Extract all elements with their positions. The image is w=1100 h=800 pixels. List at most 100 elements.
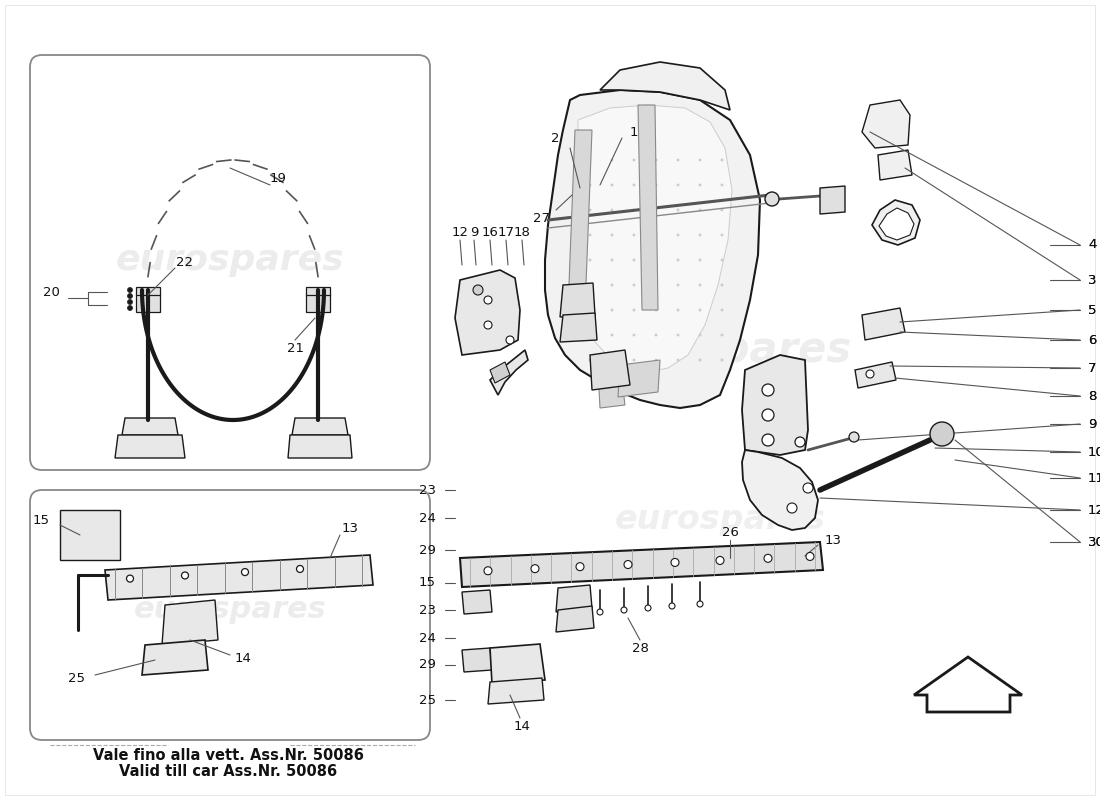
Text: 22: 22 [176, 255, 192, 269]
Text: 8: 8 [1088, 390, 1097, 402]
Polygon shape [638, 105, 658, 310]
Text: 5: 5 [1088, 303, 1097, 317]
Polygon shape [855, 362, 896, 388]
Bar [306, 294, 330, 312]
Circle shape [671, 558, 679, 566]
Circle shape [632, 258, 635, 261]
Circle shape [632, 209, 635, 211]
Text: Valid till car Ass.Nr. 50086: Valid till car Ass.Nr. 50086 [119, 765, 337, 779]
Circle shape [654, 158, 657, 162]
Circle shape [610, 309, 613, 311]
Polygon shape [490, 644, 544, 684]
Text: 29: 29 [419, 658, 436, 671]
Circle shape [720, 209, 723, 211]
Polygon shape [590, 350, 630, 390]
Text: 2: 2 [551, 131, 560, 145]
Polygon shape [862, 100, 910, 148]
Text: 4: 4 [1088, 238, 1097, 251]
Circle shape [588, 184, 591, 186]
Text: 26: 26 [722, 526, 738, 538]
Text: 23: 23 [419, 603, 436, 617]
Circle shape [720, 284, 723, 286]
Polygon shape [142, 640, 208, 675]
Polygon shape [462, 648, 492, 672]
Circle shape [588, 309, 591, 311]
Circle shape [720, 258, 723, 261]
Circle shape [849, 432, 859, 442]
Circle shape [698, 258, 701, 261]
Circle shape [576, 562, 584, 570]
Circle shape [676, 209, 679, 211]
Circle shape [588, 358, 591, 362]
Circle shape [182, 572, 188, 579]
Text: 11: 11 [1088, 471, 1100, 485]
Circle shape [716, 557, 724, 565]
Circle shape [624, 561, 632, 569]
Polygon shape [462, 590, 492, 614]
Text: 25: 25 [68, 671, 85, 685]
Polygon shape [556, 606, 594, 632]
Circle shape [930, 422, 954, 446]
Circle shape [632, 358, 635, 362]
Bar [306, 287, 330, 295]
Circle shape [786, 503, 798, 513]
Polygon shape [116, 435, 185, 458]
Text: eurospares: eurospares [615, 503, 825, 537]
Polygon shape [488, 678, 544, 704]
Polygon shape [490, 362, 510, 383]
Polygon shape [292, 418, 348, 435]
Text: 14: 14 [235, 651, 252, 665]
Circle shape [676, 184, 679, 186]
Bar [136, 294, 160, 312]
Circle shape [632, 334, 635, 336]
Circle shape [720, 309, 723, 311]
Text: 7: 7 [1088, 362, 1097, 374]
Polygon shape [556, 585, 592, 612]
Circle shape [506, 336, 514, 344]
Circle shape [297, 566, 304, 573]
FancyBboxPatch shape [30, 55, 430, 470]
Text: 9: 9 [1088, 418, 1097, 430]
Circle shape [632, 284, 635, 286]
Circle shape [720, 158, 723, 162]
Polygon shape [618, 360, 660, 397]
Polygon shape [742, 355, 808, 455]
Text: 9: 9 [470, 226, 478, 238]
Circle shape [676, 358, 679, 362]
Text: 4: 4 [1088, 238, 1097, 251]
Text: 15: 15 [419, 577, 436, 590]
Circle shape [676, 309, 679, 311]
Polygon shape [568, 130, 592, 310]
Circle shape [803, 483, 813, 493]
Circle shape [632, 234, 635, 236]
Circle shape [610, 234, 613, 236]
Polygon shape [104, 555, 373, 600]
Circle shape [645, 605, 651, 611]
Text: 30: 30 [1088, 535, 1100, 549]
Polygon shape [490, 350, 528, 395]
Text: 24: 24 [419, 631, 436, 645]
FancyBboxPatch shape [30, 490, 430, 740]
Circle shape [654, 334, 657, 336]
Text: 29: 29 [419, 543, 436, 557]
Circle shape [720, 358, 723, 362]
Circle shape [764, 554, 772, 562]
Circle shape [762, 409, 774, 421]
Text: 28: 28 [631, 642, 648, 654]
Circle shape [242, 569, 249, 575]
Circle shape [531, 565, 539, 573]
Bar [136, 287, 160, 295]
Circle shape [484, 566, 492, 574]
Polygon shape [820, 186, 845, 214]
Circle shape [676, 284, 679, 286]
Text: 3: 3 [1088, 274, 1097, 286]
Circle shape [610, 184, 613, 186]
Circle shape [698, 234, 701, 236]
Text: Vale fino alla vett. Ass.Nr. 50086: Vale fino alla vett. Ass.Nr. 50086 [92, 747, 363, 762]
Polygon shape [560, 283, 595, 317]
Text: 20: 20 [43, 286, 60, 298]
Circle shape [588, 209, 591, 211]
Text: 8: 8 [1088, 390, 1097, 402]
Text: 17: 17 [497, 226, 515, 238]
Text: 3: 3 [1088, 274, 1097, 286]
